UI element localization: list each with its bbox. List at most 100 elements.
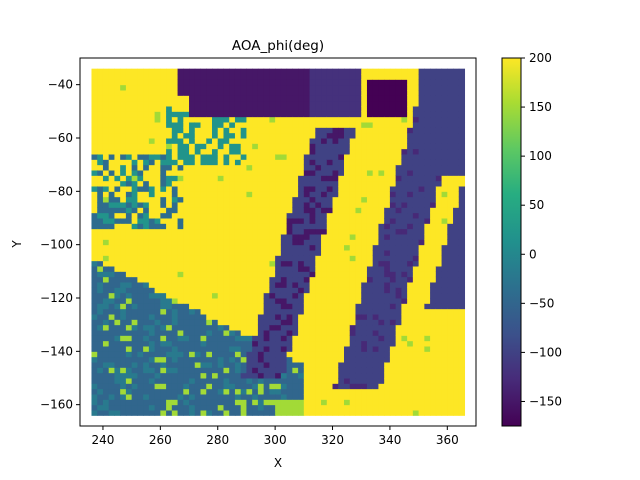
heatmap-cell — [194, 287, 202, 294]
heatmap-cell — [315, 95, 322, 102]
heatmap-cell — [200, 95, 207, 102]
heatmap-cell — [269, 383, 276, 390]
heatmap-cell — [137, 330, 144, 336]
heatmap-cell — [131, 196, 138, 203]
heatmap-cell — [401, 351, 408, 358]
heatmap-cell — [206, 388, 213, 395]
heatmap-cell — [206, 148, 213, 155]
heatmap-cell — [441, 95, 448, 102]
heatmap-cell — [286, 346, 293, 352]
heatmap-cell — [435, 346, 443, 352]
heatmap-cell — [407, 218, 414, 224]
heatmap-cell — [344, 292, 351, 299]
heatmap-cell — [189, 159, 196, 166]
heatmap-cell — [154, 388, 161, 395]
heatmap-cell — [137, 95, 144, 102]
heatmap-cell — [315, 287, 322, 294]
heatmap-cell — [194, 282, 202, 288]
heatmap-cell — [246, 100, 253, 107]
heatmap-cell — [189, 399, 196, 406]
heatmap-cell — [257, 260, 265, 267]
heatmap-cell — [206, 127, 213, 134]
heatmap-cell — [97, 346, 104, 352]
heatmap-cell — [326, 266, 334, 272]
heatmap-cell — [298, 292, 305, 299]
heatmap-cell — [240, 90, 247, 96]
heatmap-cell — [389, 68, 397, 75]
heatmap-cell — [240, 170, 247, 176]
heatmap-cell — [401, 298, 408, 304]
heatmap-cell — [326, 175, 334, 182]
heatmap-cell — [435, 314, 443, 320]
heatmap-cell — [355, 180, 362, 187]
heatmap-cell — [315, 170, 322, 176]
heatmap-cell — [240, 346, 247, 352]
heatmap-cell — [223, 292, 230, 299]
heatmap-cell — [177, 116, 184, 123]
heatmap-cell — [326, 143, 334, 150]
heatmap-cell — [160, 378, 167, 384]
heatmap-cell — [143, 84, 150, 91]
heatmap-cell — [447, 228, 454, 235]
heatmap-cell — [102, 148, 110, 155]
heatmap-cell — [234, 132, 242, 139]
heatmap-cell — [275, 404, 282, 411]
heatmap-cell — [212, 260, 219, 267]
heatmap-cell — [424, 308, 431, 315]
heatmap-cell — [286, 266, 293, 272]
heatmap-cell — [114, 148, 121, 155]
heatmap-cell — [234, 394, 242, 400]
heatmap-cell — [212, 388, 219, 395]
heatmap-cell — [349, 154, 356, 160]
heatmap-cell — [435, 378, 443, 384]
heatmap-cell — [160, 388, 167, 395]
heatmap-cell — [102, 84, 110, 91]
heatmap-cell — [430, 260, 437, 267]
heatmap-cell — [280, 324, 288, 331]
heatmap-cell — [424, 260, 431, 267]
heatmap-cell — [395, 298, 402, 304]
heatmap-cell — [389, 159, 397, 166]
heatmap-cell — [131, 212, 138, 219]
heatmap-cell — [349, 223, 356, 230]
heatmap-cell — [332, 79, 339, 86]
heatmap-cell — [143, 250, 150, 256]
heatmap-cell — [97, 207, 104, 214]
heatmap-cell — [389, 303, 397, 310]
heatmap-cell — [234, 234, 242, 240]
heatmap-cell — [212, 202, 219, 208]
heatmap-cell — [424, 244, 431, 251]
heatmap-cell — [389, 308, 397, 315]
heatmap-cell — [229, 383, 236, 390]
heatmap-cell — [148, 276, 156, 283]
heatmap-cell — [137, 250, 144, 256]
heatmap-cell — [229, 68, 236, 75]
heatmap-cell — [217, 340, 224, 347]
heatmap-cell — [275, 170, 282, 176]
heatmap-cell — [418, 239, 425, 246]
heatmap-cell — [154, 239, 161, 246]
heatmap-cell — [332, 122, 339, 128]
heatmap-cell — [177, 127, 184, 134]
heatmap-cell — [458, 239, 466, 246]
heatmap-cell — [338, 351, 345, 358]
heatmap-cell — [143, 148, 150, 155]
heatmap-cell — [229, 148, 236, 155]
heatmap-cell — [160, 282, 167, 288]
heatmap-cell — [361, 324, 368, 331]
heatmap-cell — [257, 399, 265, 406]
heatmap-cell — [355, 218, 362, 224]
heatmap-cell — [229, 116, 236, 123]
heatmap-cell — [338, 239, 345, 246]
heatmap-cell — [131, 324, 138, 331]
heatmap-cell — [344, 372, 351, 379]
heatmap-cell — [395, 287, 402, 294]
heatmap-cell — [148, 319, 156, 326]
heatmap-cell — [338, 116, 345, 123]
heatmap-cell — [344, 308, 351, 315]
heatmap-cell — [384, 394, 391, 400]
heatmap-cell — [355, 362, 362, 368]
heatmap-cell — [292, 340, 299, 347]
heatmap-cell — [171, 324, 179, 331]
heatmap-cell — [171, 244, 179, 251]
